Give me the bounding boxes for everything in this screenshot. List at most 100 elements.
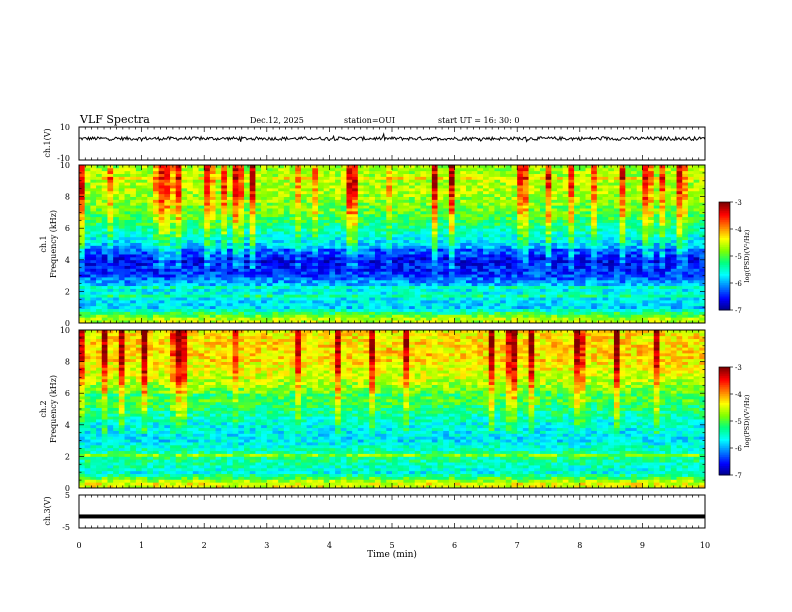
spectrogram-cell [79, 254, 86, 258]
spectrogram-cell [403, 320, 410, 324]
spectrogram-cell [551, 205, 558, 209]
spectrogram-cell [557, 277, 564, 281]
spectrogram-cell [312, 251, 319, 255]
spectrogram-cell [448, 190, 455, 195]
spectrogram-cell [90, 256, 97, 261]
spectrogram-cell [403, 176, 410, 180]
spectrogram-cell [107, 182, 114, 186]
spectrogram-cell [232, 173, 239, 177]
spectrogram-cell [147, 202, 154, 206]
spectrogram-cell [392, 190, 399, 195]
spectrogram-cell [397, 311, 404, 315]
spectrogram-cell [494, 317, 501, 321]
spectrogram-cell [209, 274, 216, 278]
spectrogram-cell [306, 239, 313, 243]
spectrogram-cell [329, 271, 336, 275]
spectrogram-cell [392, 242, 399, 246]
spectrogram-cell [465, 202, 473, 206]
spectrogram-cell [318, 300, 325, 304]
spectrogram-cell [539, 308, 547, 312]
spectrogram-cell [340, 185, 347, 189]
spectrogram-cell [420, 268, 427, 272]
spectrogram-cell [130, 225, 137, 229]
spectrogram-cell [198, 208, 205, 212]
spectrogram-cell [300, 317, 308, 321]
spectrogram-cell [181, 165, 188, 169]
spectrogram-cell [562, 297, 569, 301]
spectrogram-cell [118, 305, 125, 310]
spectrogram-cell [392, 320, 399, 324]
spectrogram-cell [244, 277, 251, 281]
spectrogram-cell [215, 285, 222, 289]
spectrogram-cell [238, 236, 245, 241]
spectrogram-cell [392, 305, 399, 310]
spectrogram-cell [187, 182, 194, 186]
spectrogram-cell [232, 208, 239, 212]
spectrogram-cell [500, 236, 507, 241]
spectrogram-cell [465, 176, 473, 180]
spectrogram-cell [215, 233, 222, 238]
spectrogram-cell [181, 222, 188, 226]
spectrogram-cell [374, 305, 382, 310]
spectrogram-cell [483, 219, 490, 223]
spectrogram-cell [465, 236, 473, 241]
spectrogram-cell [238, 231, 245, 235]
spectrogram-cell [500, 279, 507, 284]
spectrogram-cell [101, 231, 108, 235]
spectrogram-cell [232, 236, 239, 241]
spectrogram-cell [84, 202, 91, 206]
spectrogram-cell [90, 167, 97, 172]
spectrogram-cell [124, 259, 131, 264]
spectrogram-cell [568, 173, 575, 177]
spectrogram-cell [306, 208, 313, 212]
spectrogram-cell [181, 170, 188, 175]
spectrogram-cell [323, 282, 330, 287]
spectrogram-cell [141, 256, 148, 261]
spectrogram-cell [545, 279, 552, 284]
spectrogram-cell [204, 173, 211, 177]
spectrogram-cell [209, 208, 216, 212]
spectrogram-cell [386, 242, 393, 246]
spectrogram-cell [232, 268, 239, 272]
spectrogram-cell [306, 248, 313, 252]
spectrogram-cell [374, 216, 382, 220]
spectrogram-cell [522, 216, 529, 220]
spectrogram-cell [488, 279, 495, 284]
spectrogram-cell [352, 208, 359, 212]
spectrogram-cell [130, 277, 137, 281]
spectrogram-cell [448, 182, 455, 186]
spectrogram-cell [403, 294, 410, 298]
spectrogram-cell [511, 216, 518, 220]
spectrogram-cell [192, 254, 199, 258]
spectrogram-cell [528, 294, 535, 298]
spectrogram-cell [158, 165, 165, 169]
spectrogram-cell [118, 239, 125, 243]
spectrogram-cell [392, 182, 399, 186]
spectrogram-cell [409, 245, 416, 249]
spectrogram-cell [448, 248, 455, 252]
spectrogram-cell [562, 222, 569, 226]
spectrogram-cell [505, 285, 512, 289]
spectrogram-cell [141, 265, 148, 269]
spectrogram-cell [488, 167, 495, 172]
spectrogram-cell [283, 173, 290, 177]
spectrogram-cell [221, 170, 228, 175]
spectrogram-cell [266, 187, 273, 192]
spectrogram-cell [409, 216, 416, 220]
spectrogram-cell [454, 185, 461, 189]
spectrogram-cell [289, 216, 296, 220]
spectrogram-cell [249, 216, 256, 220]
spectrogram-cell [374, 314, 382, 318]
spectrogram-cell [471, 190, 478, 195]
spectrogram-cell [187, 251, 194, 255]
spectrogram-cell [426, 314, 433, 318]
spectrogram-cell [534, 274, 541, 278]
spectrogram-cell [403, 193, 410, 197]
spectrogram-cell [557, 179, 564, 183]
spectrogram-cell [374, 228, 382, 232]
spectrogram-cell [460, 245, 467, 249]
spectrogram-cell [374, 245, 382, 249]
spectrogram-cell [511, 256, 518, 261]
spectrogram-cell [113, 291, 120, 295]
spectrogram-cell [204, 251, 211, 255]
